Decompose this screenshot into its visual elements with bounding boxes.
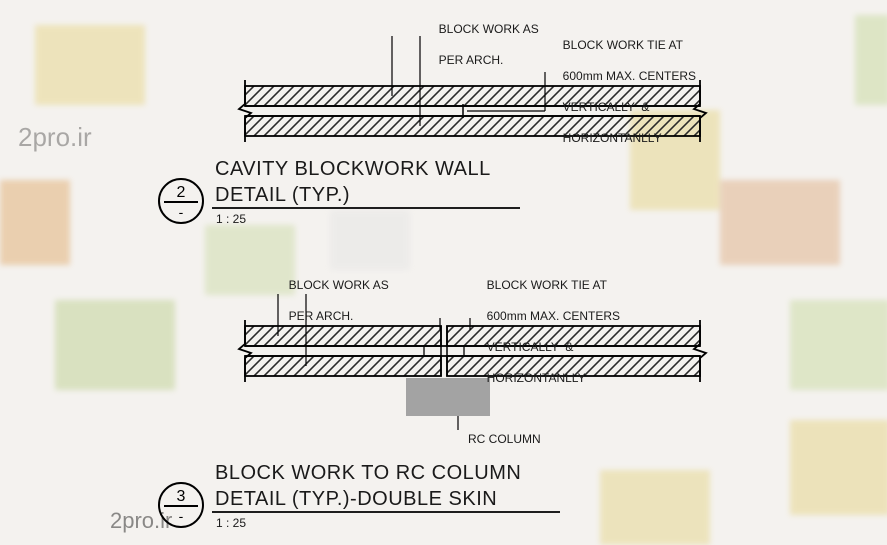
detail-1-scale: 1 : 25 [216,212,246,226]
detail-bubble-sheet: - [160,204,202,220]
note-line: BLOCK WORK TIE AT [563,38,683,52]
note-line: HORIZONTANLLY [487,371,586,385]
note-blockwork-arch-2: BLOCK WORK AS PER ARCH. [282,262,389,324]
detail-bubble-number: 3 [160,488,202,506]
note-line: 600mm MAX. CENTERS [563,69,696,83]
detail-2-title-line1: BLOCK WORK TO RC COLUMN [215,462,521,485]
note-blockwork-tie-1: BLOCK WORK TIE AT 600mm MAX. CENTERS VER… [556,22,696,147]
note-line: HORIZONTANLLY [563,131,662,145]
note-blockwork-tie-2: BLOCK WORK TIE AT 600mm MAX. CENTERS VER… [480,262,620,387]
detail-2-scale: 1 : 25 [216,516,246,530]
detail-1-title-line1: CAVITY BLOCKWORK WALL [215,158,491,181]
rc-column-label: RC COLUMN [468,432,541,448]
detail-bubble-1: 2 - [158,178,204,224]
note-line: VERTICALLY & [563,100,650,114]
detail-bubble-divider [164,201,198,203]
note-line: BLOCK WORK AS [439,22,539,36]
note-line: BLOCK WORK TIE AT [487,278,607,292]
detail-2-title-line2: DETAIL (TYP.)-DOUBLE SKIN [215,488,497,511]
note-line: PER ARCH. [289,309,354,323]
detail-bubble-number: 2 [160,184,202,202]
detail-1-title-line2: DETAIL (TYP.) [215,184,350,207]
detail-bubble-divider [164,505,198,507]
detail-bubble-sheet: - [160,508,202,524]
note-line: VERTICALLY & [487,340,574,354]
note-blockwork-arch-1: BLOCK WORK AS PER ARCH. [432,6,539,68]
note-line: PER ARCH. [439,53,504,67]
detail-bubble-2: 3 - [158,482,204,528]
note-line: 600mm MAX. CENTERS [487,309,620,323]
note-line: BLOCK WORK AS [289,278,389,292]
